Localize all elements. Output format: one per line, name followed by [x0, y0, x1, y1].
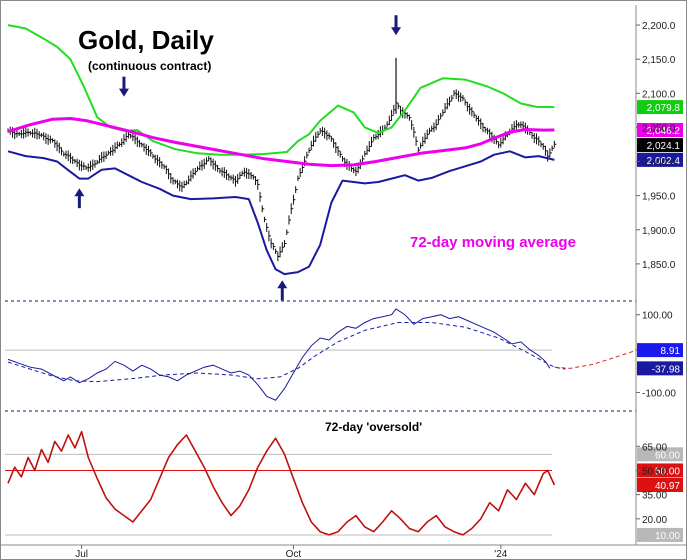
price-tag-bg-3 — [637, 152, 683, 167]
price-panel: 2,079.8 2,046.2 2,024.1 2,002.4 — [7, 15, 683, 301]
osc-axis-tick-label-1: -100.00 — [642, 388, 676, 399]
ind-tag-2: 40.97 — [655, 481, 680, 492]
osc-tag-bg-1 — [637, 361, 683, 376]
ind-tag-bg-0 — [637, 447, 683, 462]
ind-series-0 — [7, 430, 556, 536]
oversold-panel: 60.00 50.00 40.97 10.00 — [5, 430, 683, 542]
price-series-1 — [7, 117, 555, 168]
ind-axis-tick-label-3: 20.00 — [642, 515, 667, 526]
axes-layer: 2,200.0 2,150.0 2,100.0 2,050.0 2,000.0 1,950… — [75, 21, 676, 560]
osc-tag-bg-0 — [637, 343, 683, 358]
price-axis-tick-label-7: 1,850.0 — [642, 260, 676, 271]
osc-series-0 — [7, 308, 551, 401]
price-tag-0: 2,079.8 — [647, 103, 681, 114]
price-axis-tick-label-4: 2,000.0 — [642, 158, 676, 169]
ind-tag-bg-1 — [637, 463, 683, 478]
ind-tag-bg-2 — [637, 477, 683, 492]
chart-subtitle: (continuous contract) — [88, 59, 211, 73]
price-axis-tick-label-2: 2,100.0 — [642, 89, 676, 100]
ind-tag-0: 60.00 — [655, 450, 680, 461]
osc-series-2 — [554, 343, 651, 369]
ind-axis-tick-label-1: 50.00 — [642, 466, 667, 477]
ind-tag-bg-3 — [637, 527, 683, 542]
price-axis-tick-label-5: 1,950.0 — [642, 192, 676, 203]
price-tag-3: 2,002.4 — [647, 156, 681, 167]
x-tick-label-2: '24 — [494, 549, 507, 560]
oversold-label: 72-day 'oversold' — [325, 420, 422, 434]
price-axis-tick-label-1: 2,150.0 — [642, 55, 676, 66]
osc-series-1 — [7, 322, 566, 383]
x-tick-label-0: Jul — [75, 549, 88, 560]
cycle-arrow-down-3 — [391, 27, 402, 36]
price-axis-tick-label-6: 1,900.0 — [642, 226, 676, 237]
ind-tag-1: 50.00 — [655, 466, 680, 477]
oscillator-panel: 8.91 -37.98 — [5, 308, 683, 401]
cycle-arrow-up-2 — [277, 280, 288, 289]
cycle-arrow-down-1 — [118, 88, 129, 97]
osc-tag-0: 8.91 — [661, 346, 681, 357]
price-axis-tick-label-3: 2,050.0 — [642, 123, 676, 134]
price-axis-tick-label-0: 2,200.0 — [642, 21, 676, 32]
price-series-2 — [7, 150, 555, 276]
price-tag-2: 2,024.1 — [647, 141, 681, 152]
osc-tag-1: -37.98 — [652, 364, 681, 375]
chart-title: Gold, Daily — [78, 25, 214, 55]
ind-axis-tick-label-2: 35.00 — [642, 491, 667, 502]
ind-axis-tick-label-0: 65.00 — [642, 442, 667, 453]
moving-average-label: 72-day moving average — [410, 234, 576, 251]
x-tick-label-1: Oct — [286, 549, 302, 560]
price-tag-1: 2,046.2 — [647, 126, 681, 137]
price-series-0 — [7, 24, 555, 156]
price-tag-bg-0 — [637, 100, 683, 115]
price-tag-bg-2 — [637, 138, 683, 153]
cycle-arrow-up-0 — [74, 188, 85, 197]
osc-axis-tick-label-0: 100.00 — [642, 311, 673, 322]
ind-tag-3: 10.00 — [655, 531, 680, 542]
price-tag-bg-1 — [637, 123, 683, 138]
